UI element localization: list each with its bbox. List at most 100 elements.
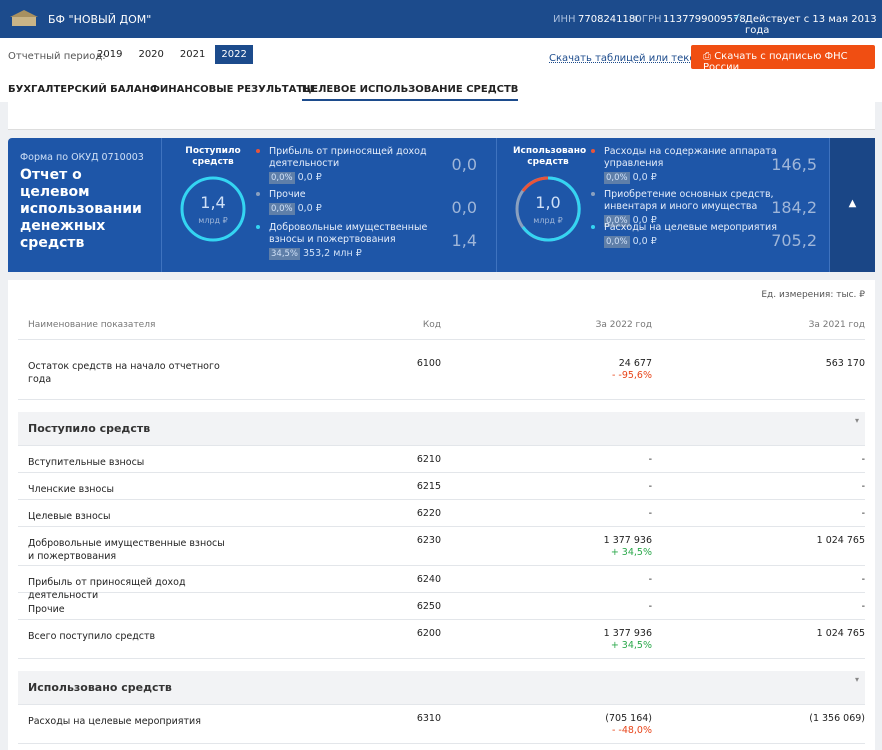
row-2021: - bbox=[861, 508, 865, 519]
row-2022: 24 677- -95,6% bbox=[612, 358, 652, 382]
item-amount-line: 34,5% 353,2 млн ₽ bbox=[269, 248, 449, 260]
item-amount: 0,0 ₽ bbox=[632, 172, 657, 183]
row-name: Остаток средств на начало отчетного года bbox=[28, 361, 220, 385]
item-share: 0,0% bbox=[269, 172, 295, 184]
item-dot bbox=[256, 149, 260, 153]
item-share: 0,0% bbox=[604, 172, 630, 184]
item-share: 0,0% bbox=[604, 236, 630, 248]
section-title: Использовано средств bbox=[28, 681, 172, 694]
inn: 7708241180 bbox=[578, 14, 642, 25]
row-2022: - bbox=[649, 454, 652, 466]
value-2022: - bbox=[648, 508, 652, 519]
item-dot bbox=[256, 225, 260, 229]
change: + 34,5% bbox=[610, 547, 652, 558]
inn-label: ИНН bbox=[553, 14, 576, 25]
row-2021: 1 024 765 bbox=[816, 535, 865, 546]
period-label: Отчетный период: bbox=[8, 51, 106, 62]
download-button-label: Скачать с подписью ФНС России bbox=[703, 51, 848, 73]
item-amount-line: 0,0% 0,0 ₽ bbox=[269, 172, 449, 184]
summary-panel: Форма по ОКУД 0710003 Отчет о целевом ис… bbox=[8, 138, 875, 272]
row-name: Прибыль от приносящей доход деятельности bbox=[28, 577, 186, 601]
item-amount-line: 0,0% 0,0 ₽ bbox=[269, 203, 449, 215]
change: - -48,0% bbox=[611, 725, 652, 736]
table-row: Прочие 6250 - - bbox=[18, 593, 865, 620]
item-value: 0,0 bbox=[451, 198, 477, 217]
row-name: Членские взносы bbox=[28, 484, 115, 495]
section-title: Поступило средств bbox=[28, 422, 151, 435]
column-header: За 2021 год bbox=[808, 320, 865, 330]
block-total: 1,0 bbox=[535, 193, 561, 212]
collapse-button[interactable]: ▲ bbox=[830, 138, 875, 272]
row-2022: (705 164) - -48,0% bbox=[605, 713, 652, 737]
value-2022: - bbox=[648, 601, 652, 612]
row-code: 6215 bbox=[416, 481, 441, 492]
tab[interactable]: ЦЕЛЕВОЕ ИСПОЛЬЗОВАНИЕ СРЕДСТВ bbox=[302, 84, 519, 101]
year[interactable]: 2021 bbox=[179, 49, 206, 60]
status: Действует с 13 мая 2013 года bbox=[745, 14, 877, 36]
table-header: Наименование показателя Код За 2022 год За … bbox=[18, 316, 865, 340]
row-2022: - bbox=[649, 601, 652, 613]
tab[interactable]: ФИНАНСОВЫЕ РЕЗУЛЬТАТЫ bbox=[150, 84, 314, 95]
table-card: Ед. измерения: тыс. ₽ Наименование показ… bbox=[8, 280, 875, 750]
period-bar: Отчетный период: 2019 2020 2021 2022 Скачат… bbox=[0, 38, 882, 78]
table-row: Вступительные взносы 6210 - - bbox=[18, 446, 865, 473]
row-code: 6250 bbox=[416, 601, 441, 612]
section-toggle[interactable]: ▾ bbox=[854, 416, 859, 425]
year[interactable]: 2019 bbox=[97, 49, 123, 60]
year[interactable]: 2020 bbox=[138, 49, 164, 60]
item-value: 184,2 bbox=[771, 198, 817, 217]
item-value: 705,2 bbox=[771, 231, 817, 250]
item-name: Прочие bbox=[269, 189, 306, 200]
row-name: Добровольные имущественные взносы и поже… bbox=[28, 538, 225, 562]
row-name: Всего поступило средств bbox=[28, 631, 156, 642]
item-name: Расходы на целевые мероприятия bbox=[604, 222, 777, 233]
item-amount-line: 0,0% 0,0 ₽ bbox=[604, 172, 784, 184]
used-block: Использовано средств 1,0 млрд ₽ Расходы на … bbox=[497, 138, 830, 272]
logo bbox=[10, 10, 38, 26]
table-row: Членские взносы 6215 - - bbox=[18, 473, 865, 500]
item-value: 0,0 bbox=[451, 155, 477, 174]
value-2022: (705 164) bbox=[605, 713, 652, 724]
change: - -95,6% bbox=[611, 370, 652, 381]
top-bar: БФ "НОВЫЙ ДОМ" ИНН 7708241180 ОГРН 11377… bbox=[0, 0, 882, 38]
table-row: Остаток средств на начало отчетного года… bbox=[18, 340, 865, 400]
download-link[interactable]: Скачать таблицей или текстом bbox=[549, 53, 715, 64]
years: 2019 2020 2021 2022 bbox=[91, 45, 257, 64]
section-toggle[interactable]: ▾ bbox=[854, 675, 859, 684]
value-2022: 1 377 936 bbox=[603, 628, 652, 639]
item-dot bbox=[591, 225, 595, 229]
item-dot bbox=[591, 192, 595, 196]
value-2022: 1 377 936 bbox=[603, 535, 652, 546]
ring bbox=[180, 176, 246, 242]
item-amount-line: 0,0% 0,0 ₽ bbox=[604, 215, 784, 227]
ring bbox=[515, 176, 581, 242]
ogrn: 1137799009578 bbox=[663, 14, 746, 25]
form-code: Форма по ОКУД 0710003 bbox=[20, 152, 144, 163]
row-code: 6100 bbox=[416, 358, 441, 369]
spacer bbox=[8, 102, 875, 130]
row-2022: - bbox=[649, 508, 652, 520]
row-2021: 563 170 bbox=[825, 358, 865, 369]
item-name: Прибыль от приносящей доход деятельности bbox=[269, 146, 427, 169]
row-2021: - bbox=[861, 601, 865, 612]
tab[interactable]: БУХГАЛТЕРСКИЙ БАЛАНС bbox=[8, 84, 158, 95]
table-row: Расходы на целевые мероприятия 6310 (705 1… bbox=[18, 705, 865, 744]
item-amount-line: 0,0% 0,0 ₽ bbox=[604, 236, 784, 248]
row-code: 6200 bbox=[416, 628, 441, 639]
row-code: 6230 bbox=[416, 535, 441, 546]
year[interactable]: 2022 bbox=[215, 45, 253, 64]
block-unit: млрд ₽ bbox=[198, 216, 228, 225]
row-2022: - bbox=[649, 574, 652, 586]
table-row: Прибыль от приносящей доход деятельности… bbox=[18, 566, 865, 601]
download-button[interactable]: ⎙ Скачать с подписью ФНС России bbox=[691, 45, 875, 73]
table-row: Целевые взносы 6220 - - bbox=[18, 500, 865, 527]
item: Приобретение основных средств, инвентаря… bbox=[604, 189, 784, 227]
table-row: Всего поступило средств 6200 1 377 936 + 34… bbox=[18, 620, 865, 659]
row-2021: (1 356 069) bbox=[809, 713, 865, 724]
item: Прочие 0,0% 0,0 ₽ bbox=[269, 189, 449, 215]
block-label: Использовано средств bbox=[513, 146, 587, 167]
row-name: Прочие bbox=[28, 604, 65, 615]
row-2022: 1 377 936 + 34,5% bbox=[604, 628, 652, 652]
item: Расходы на целевые мероприятия 0,0% 0,0 ₽ bbox=[604, 222, 784, 248]
summary-title-block: Форма по ОКУД 0710003 Отчет о целевом ис… bbox=[8, 138, 162, 272]
